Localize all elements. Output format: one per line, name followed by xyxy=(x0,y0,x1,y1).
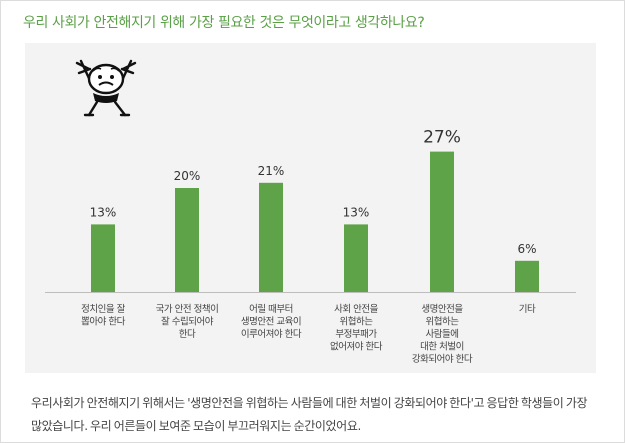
bar-5 xyxy=(430,151,454,292)
bar-2 xyxy=(175,188,199,292)
category-label-3: 어릴 때부터 생명안전 교육이 이루어져야 한다 xyxy=(241,304,302,340)
category-label-4: 사회 안전을 위협하는 부정부패가 없어져야 한다 xyxy=(330,304,383,353)
category-label-2: 국가 안전 정책이 잘 수립되어야 한다 xyxy=(156,304,219,340)
upside-down-character-icon xyxy=(75,59,137,117)
value-label-2: 20% xyxy=(174,169,201,183)
bar-4 xyxy=(344,224,368,292)
bar-3 xyxy=(259,182,283,292)
value-label-6: 6% xyxy=(517,242,536,256)
value-label-4: 13% xyxy=(343,205,370,219)
category-label-5: 생명안전을 위협하는 사람들에 대한 처벌이 강화되어야 한다 xyxy=(412,304,473,365)
value-label-5: 27% xyxy=(423,128,461,148)
value-label-3: 21% xyxy=(258,164,285,178)
value-label-1: 13% xyxy=(90,205,117,219)
survey-question: 우리 사회가 안전해지기 위해 가장 필요한 것은 무엇이라고 생각하나요? xyxy=(23,15,425,31)
category-label-1: 정치인을 잘 뽑아야 한다 xyxy=(81,303,125,328)
bar-1 xyxy=(91,224,115,292)
bar-chart: 13% 20% 21% 13% 27% 6% 정치인을 잘 뽑아야 한다 국가 안전 정책이 잘… xyxy=(45,128,576,365)
bar-6 xyxy=(515,260,539,292)
category-label-6: 기타 xyxy=(519,304,536,315)
survey-summary: 우리사회가 안전해지기 위해서는 '생명안전을 위협하는 사람들에 대한 처벌이… xyxy=(31,396,588,433)
chart-panel: 13% 20% 21% 13% 27% 6% 정치인을 잘 뽑아야 한다 국가 안전 정책이 잘… xyxy=(25,43,596,373)
